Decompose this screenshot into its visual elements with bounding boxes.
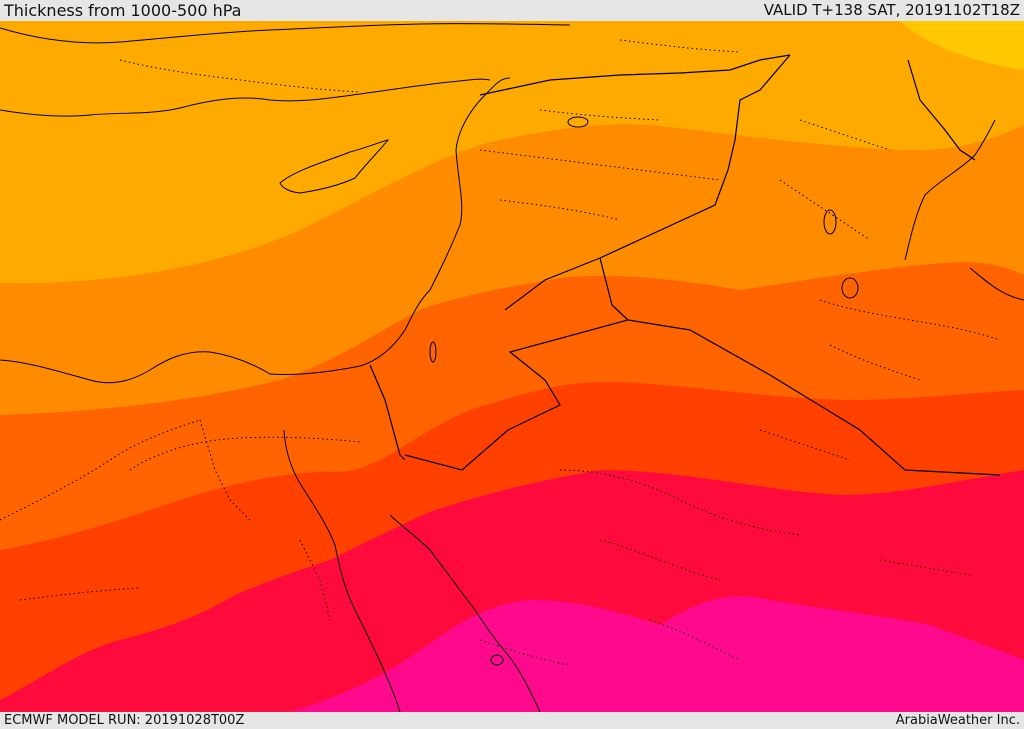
country-borders [369, 54, 1001, 476]
admin-line [199, 419, 251, 521]
iraq-saudi-border [627, 319, 1001, 476]
admin-line [599, 539, 721, 581]
admin-line [479, 639, 571, 666]
iraq-iran-border [907, 59, 976, 161]
mediterranean-coast [0, 77, 511, 384]
caspian-coast [904, 119, 996, 261]
red-sea-west-coast [283, 429, 401, 712]
model-run-label: ECMWF MODEL RUN: 20191028T00Z [4, 713, 245, 728]
admin-line [479, 149, 721, 181]
syria-iraq-border [504, 54, 791, 311]
map-panel [0, 21, 1024, 712]
footer-bar: ECMWF MODEL RUN: 20191028T00Z ArabiaWeat… [0, 712, 1024, 729]
red-sea-east-coast [389, 514, 541, 712]
island-outline [490, 654, 504, 666]
north-coast [0, 23, 571, 44]
admin-line [559, 469, 801, 536]
lakes [429, 116, 859, 666]
turkey-syria-border [479, 54, 791, 96]
cyprus-outline [279, 139, 390, 194]
lake-outline [841, 277, 859, 299]
aegean-coast [0, 78, 491, 117]
admin-line [759, 429, 851, 461]
admin-line [879, 559, 971, 576]
jordan-saudi-border [404, 257, 630, 471]
sinai-border [369, 364, 406, 461]
band-7-fill [290, 596, 1024, 712]
admin-line [299, 539, 331, 621]
admin-line [0, 419, 201, 521]
admin-line [779, 179, 871, 241]
admin-boundaries [0, 39, 1001, 666]
credit-label: ArabiaWeather Inc. [895, 713, 1020, 728]
dead-sea-outline [429, 341, 437, 363]
header-bar: Thickness from 1000-500 hPa VALID T+138 … [0, 0, 1024, 21]
valid-time: VALID T+138 SAT, 20191102T18Z [763, 1, 1020, 19]
gulf-coast [969, 267, 1024, 301]
admin-line [819, 299, 1001, 341]
thickness-map [0, 21, 1024, 712]
admin-line [649, 619, 741, 661]
lake-outline [823, 209, 837, 235]
admin-line [829, 344, 921, 381]
lake-outline [567, 116, 589, 128]
coastlines [0, 23, 1024, 712]
admin-line [799, 119, 891, 151]
admin-line [119, 59, 361, 93]
map-title: Thickness from 1000-500 hPa [4, 1, 242, 20]
admin-line [499, 199, 621, 221]
